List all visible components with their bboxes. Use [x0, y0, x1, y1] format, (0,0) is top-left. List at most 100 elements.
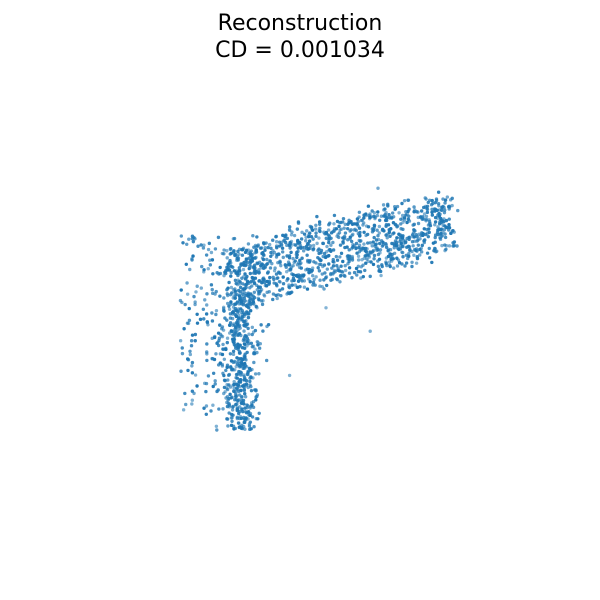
scatter-point: [266, 245, 270, 250]
scatter-point: [308, 244, 313, 248]
scatter-point: [214, 312, 218, 317]
scatter-point: [384, 245, 389, 249]
scatter-point: [244, 276, 248, 280]
scatter-point: [240, 407, 244, 411]
scatter-point: [225, 256, 229, 260]
scatter-point: [226, 293, 230, 298]
scatter-point: [192, 294, 196, 299]
scatter-point: [228, 247, 232, 252]
scatter-point: [254, 416, 259, 421]
scatter-point: [405, 236, 409, 241]
scatter-point: [373, 244, 377, 249]
scatter-point: [248, 309, 253, 313]
scatter-point: [400, 216, 405, 221]
scatter-point: [419, 250, 424, 254]
scatter-point: [205, 320, 209, 324]
scatter-point: [229, 285, 234, 290]
scatter-point: [305, 241, 310, 246]
scatter-point: [239, 318, 243, 322]
scatter-point: [397, 211, 401, 215]
scatter-point: [253, 243, 258, 248]
scatter-point: [252, 425, 256, 429]
scatter-point: [227, 262, 231, 266]
scatter-point: [364, 233, 368, 238]
scatter-point: [316, 255, 320, 260]
scatter-point: [227, 280, 231, 285]
scatter-point: [230, 291, 234, 295]
scatter-point: [386, 249, 390, 253]
scatter-point: [374, 238, 379, 242]
scatter-point: [277, 271, 282, 275]
scatter-point: [257, 372, 261, 376]
scatter-point: [391, 215, 396, 219]
scatter-point: [211, 371, 216, 375]
scatter-point: [292, 242, 296, 247]
scatter-point: [262, 293, 266, 297]
scatter-point: [392, 241, 397, 246]
scatter-point: [284, 270, 289, 274]
scatter-point: [321, 241, 326, 246]
scatter-point: [404, 213, 408, 217]
scatter-point: [247, 424, 252, 428]
scatter-point: [261, 299, 265, 303]
scatter-point: [226, 373, 231, 377]
scatter-point: [352, 270, 357, 275]
scatter-point: [214, 352, 218, 356]
scatter-point: [440, 243, 444, 248]
scatter-point: [346, 254, 350, 258]
scatter-point: [274, 255, 279, 259]
scatter-point: [185, 242, 189, 247]
scatter-point: [261, 277, 265, 281]
scatter-point: [246, 242, 251, 246]
scatter-point: [239, 333, 243, 338]
scatter-point: [221, 305, 226, 310]
scatter-point: [225, 249, 229, 253]
scatter-point: [433, 223, 437, 227]
scatter-point: [237, 357, 242, 361]
scatter-point: [279, 293, 283, 298]
scatter-point: [414, 248, 418, 253]
scatter-point: [306, 247, 310, 251]
scatter-point: [187, 237, 191, 241]
scatter-point: [242, 346, 247, 350]
scatter-point: [420, 243, 424, 248]
scatter-point: [320, 272, 324, 276]
scatter-point: [180, 351, 185, 356]
scatter-point: [222, 248, 226, 252]
scatter-point: [411, 235, 415, 239]
scatter-point: [263, 283, 268, 288]
scatter-point: [386, 223, 391, 227]
scatter-point: [189, 343, 194, 348]
scatter-point: [220, 251, 225, 256]
scatter-point: [338, 280, 342, 284]
scatter-point: [233, 426, 238, 431]
scatter-point: [372, 223, 377, 227]
scatter-point: [338, 243, 343, 247]
scatter-point: [228, 316, 233, 320]
scatter-point: [335, 258, 340, 262]
scatter-point: [322, 230, 326, 234]
scatter-point: [244, 248, 249, 253]
scatter-point: [221, 342, 225, 347]
scatter-point: [193, 332, 198, 337]
scatter-point: [254, 270, 259, 274]
scatter-point: [190, 234, 195, 238]
scatter-point: [244, 318, 248, 323]
scatter-point: [378, 248, 383, 252]
scatter-point: [431, 241, 436, 245]
scatter-point: [179, 288, 183, 292]
scatter-point: [191, 239, 196, 244]
scatter-point: [208, 258, 212, 262]
scatter-point: [243, 395, 248, 399]
scatter-point: [234, 402, 238, 407]
scatter-point: [236, 332, 240, 337]
scatter-point: [225, 400, 229, 405]
scatter-point: [433, 233, 438, 237]
scatter-point: [382, 214, 386, 218]
scatter-point: [391, 266, 396, 270]
scatter-point: [274, 272, 279, 276]
scatter-point: [437, 211, 441, 216]
scatter-point: [368, 241, 372, 245]
scatter-point: [407, 219, 412, 223]
chart-subtitle: CD = 0.001034: [215, 38, 385, 63]
